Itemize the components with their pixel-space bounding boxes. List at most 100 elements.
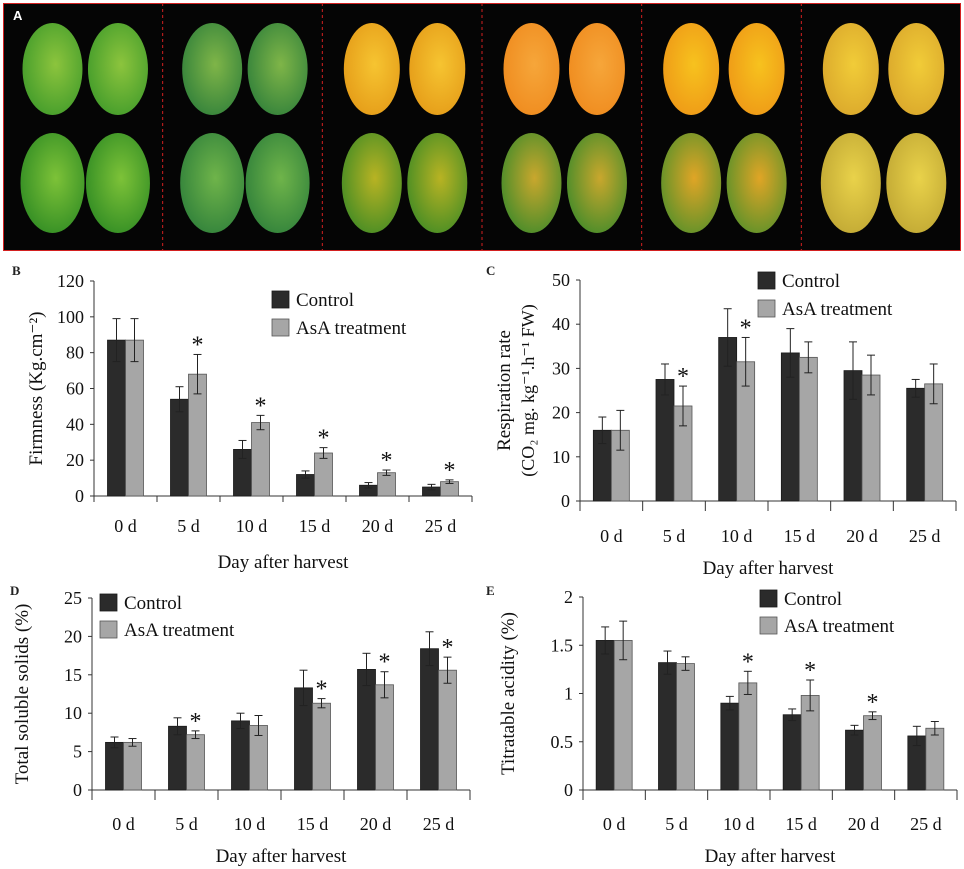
papaya-fruit-bottom xyxy=(85,133,150,233)
legend-label: Control xyxy=(782,271,840,292)
bar-treatment xyxy=(613,640,633,791)
papaya-fruit-top xyxy=(87,23,148,115)
bar-treatment xyxy=(863,715,882,791)
y-tick-label: 50 xyxy=(552,270,570,290)
significance-asterisk: * xyxy=(442,635,454,661)
bar-treatment xyxy=(251,422,270,497)
papaya-fruit-top xyxy=(503,23,560,115)
significance-asterisk: * xyxy=(316,677,328,703)
x-tick-label: 25 d xyxy=(910,814,942,834)
x-tick-label: 5 d xyxy=(177,516,200,536)
significance-asterisk: * xyxy=(190,709,202,735)
bar-control xyxy=(231,720,250,791)
papaya-fruit-top xyxy=(822,23,879,115)
y-tick-label: 100 xyxy=(57,307,84,327)
x-tick-label: 15 d xyxy=(784,526,816,546)
x-tick-label: 20 d xyxy=(360,814,392,834)
papaya-fruit-top xyxy=(568,23,625,115)
papaya-fruits xyxy=(20,23,947,233)
bar-control xyxy=(655,379,675,502)
y-axis-title-units: (CO₂ mg. kg⁻¹.h⁻¹ FW) xyxy=(518,304,539,477)
firmness-chart: B 0 20 40 60 80 100 120 0 d 5 d 10 d 15 d 20 d 25 d * *… xyxy=(12,263,473,573)
y-tick-label: 25 xyxy=(64,588,82,608)
legend-label: Control xyxy=(124,593,182,614)
papaya-fruit-top xyxy=(888,23,945,115)
significance-asterisk: * xyxy=(444,458,456,484)
y-tick-label: 0 xyxy=(564,780,573,800)
y-tick-label: 20 xyxy=(552,403,570,423)
x-tick-label: 10 d xyxy=(234,814,266,834)
y-tick-label: 80 xyxy=(66,343,84,363)
papaya-fruit-bottom xyxy=(180,133,245,233)
significance-asterisk: * xyxy=(740,315,752,341)
significance-asterisk: * xyxy=(867,690,879,716)
bar-treatment xyxy=(312,702,331,791)
significance-asterisk: * xyxy=(255,393,267,419)
legend-swatch-control xyxy=(271,290,290,309)
y-tick-label: 0 xyxy=(73,780,82,800)
legend-swatch-control xyxy=(99,593,118,612)
x-tick-label: 0 d xyxy=(112,814,135,834)
legend-label: AsA treatment xyxy=(784,616,895,637)
y-tick-label: 120 xyxy=(57,271,84,291)
y-tick-label: 20 xyxy=(66,450,84,470)
bar-control xyxy=(595,640,615,791)
x-tick-label: 10 d xyxy=(723,814,755,834)
bar-control xyxy=(906,387,926,502)
papaya-fruit-top xyxy=(728,23,785,115)
significance-asterisk: * xyxy=(804,658,816,684)
x-tick-label: 10 d xyxy=(721,526,753,546)
bar-control xyxy=(170,398,189,497)
y-axis-title: Titratable acidity (%) xyxy=(498,612,519,775)
x-tick-label: 0 d xyxy=(603,814,626,834)
papaya-fruit-top xyxy=(409,23,466,115)
papaya-fruit-bottom xyxy=(20,133,85,233)
bar-control xyxy=(782,714,802,791)
y-tick-label: 0.5 xyxy=(551,732,574,752)
papaya-fruit-bottom xyxy=(820,133,881,233)
bar-treatment xyxy=(375,684,394,791)
x-tick-label: 15 d xyxy=(785,814,817,834)
x-axis-title: Day after harvest xyxy=(216,846,348,867)
y-axis-title: Firmness (Kg.cm⁻²) xyxy=(26,312,47,466)
papaya-fruit-top xyxy=(182,23,243,115)
y-tick-label: 0 xyxy=(561,491,570,511)
x-tick-label: 15 d xyxy=(299,516,331,536)
papaya-fruit-bottom xyxy=(726,133,787,233)
bar-treatment xyxy=(925,727,945,791)
respiration-chart: C 0 10 20 30 40 50 0 d 5 d 10 d 15 d 20 d 25 d * * Cont… xyxy=(486,263,957,578)
legend-label: Control xyxy=(296,290,354,311)
legend-swatch-treatment xyxy=(759,616,778,635)
legend-label: AsA treatment xyxy=(124,620,235,641)
x-tick-label: 5 d xyxy=(663,526,686,546)
x-tick-label: 10 d xyxy=(236,516,268,536)
x-tick-label: 20 d xyxy=(848,814,880,834)
bar-treatment xyxy=(125,339,144,497)
panel-label: E xyxy=(486,583,495,598)
y-axis-title: Total soluble solids (%) xyxy=(12,604,33,785)
soluble-solids-chart: D 0 5 10 15 20 25 0 d 5 d 10 d 15 d 20 d 25 d * * * * Con… xyxy=(10,583,471,867)
bar-control xyxy=(420,648,439,791)
x-axis-title: Day after harvest xyxy=(703,558,835,578)
bar-control xyxy=(658,662,677,791)
significance-asterisk: * xyxy=(742,649,754,675)
y-tick-label: 40 xyxy=(552,314,570,334)
legend-swatch-treatment xyxy=(99,620,118,639)
photo-dividers xyxy=(162,3,802,251)
papaya-fruit-top xyxy=(343,23,400,115)
significance-asterisk: * xyxy=(318,426,330,452)
panel-label: C xyxy=(486,263,495,278)
y-tick-label: 10 xyxy=(64,703,82,723)
y-tick-label: 5 xyxy=(73,742,82,762)
x-tick-label: 25 d xyxy=(909,526,941,546)
legend-label: AsA treatment xyxy=(296,318,407,339)
bar-control xyxy=(168,725,187,791)
legend-swatch-control xyxy=(757,271,776,290)
papaya-fruit-bottom xyxy=(407,133,468,233)
x-tick-label: 20 d xyxy=(846,526,878,546)
y-tick-label: 1 xyxy=(564,684,573,704)
x-tick-label: 0 d xyxy=(600,526,623,546)
papaya-fruit-top xyxy=(247,23,308,115)
y-tick-label: 15 xyxy=(64,665,82,685)
y-tick-label: 10 xyxy=(552,447,570,467)
